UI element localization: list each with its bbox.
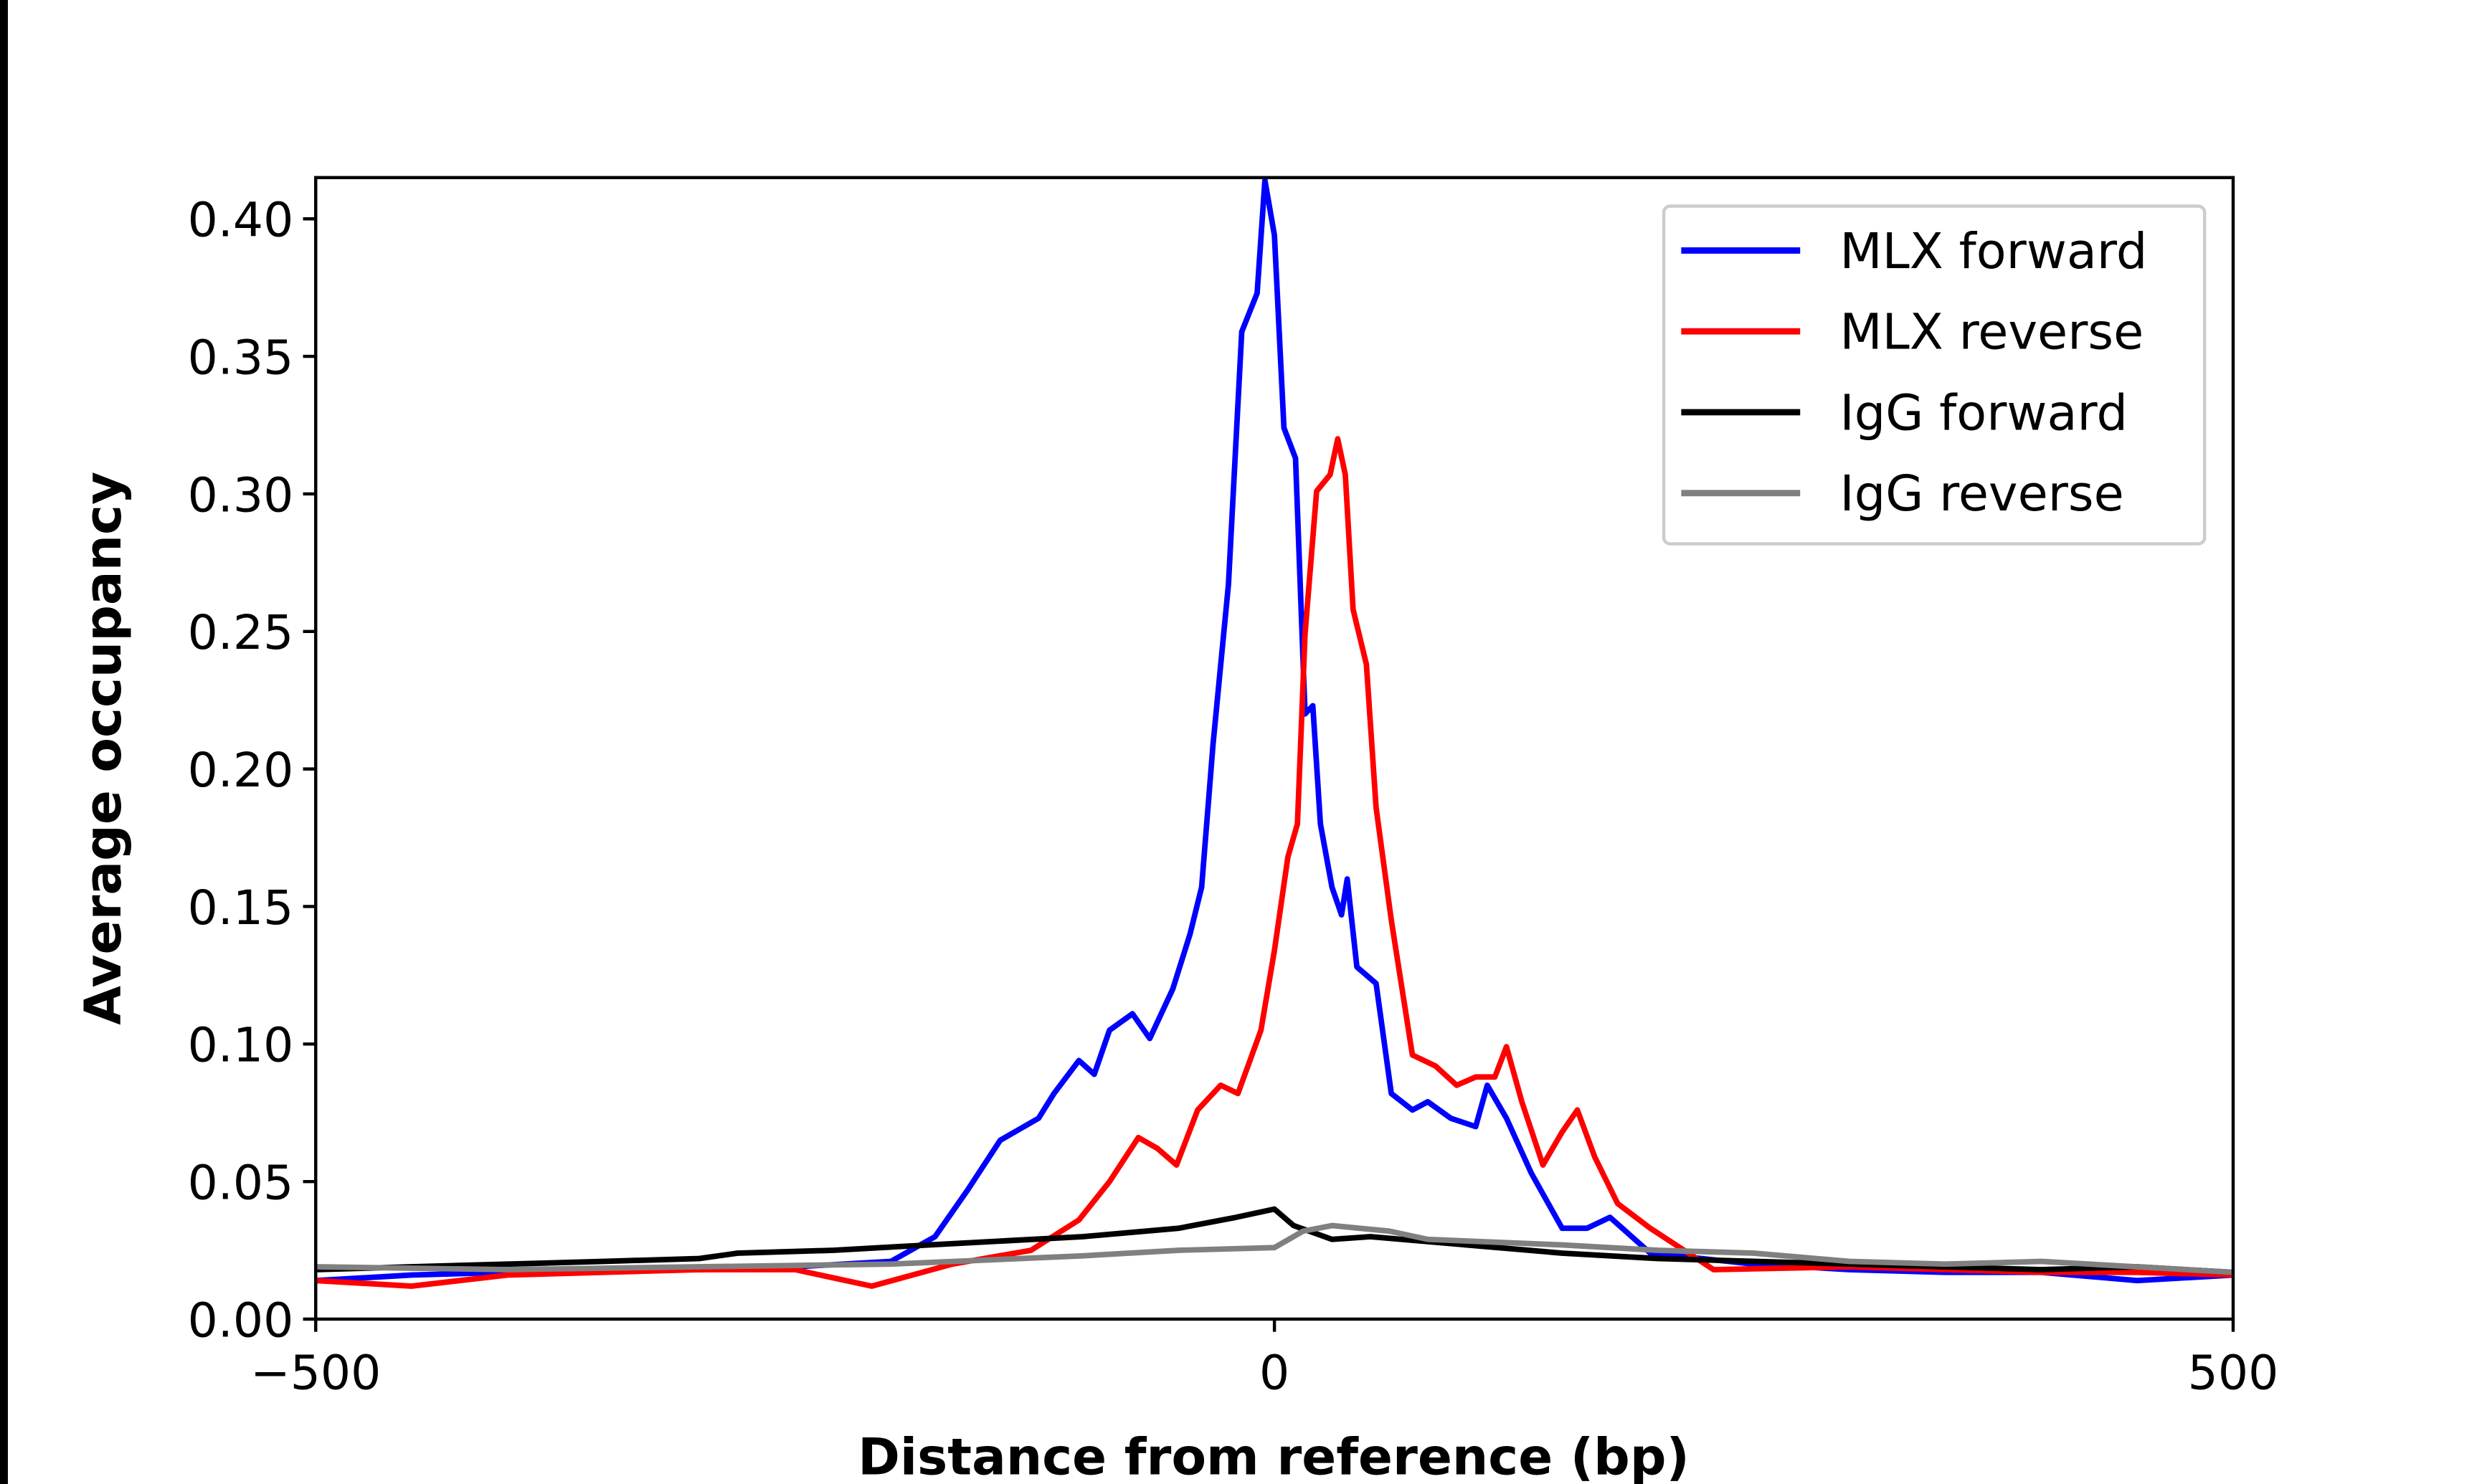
series-line-igg-forward	[316, 1206, 2234, 1275]
y-tick-label: 0.20	[188, 742, 294, 798]
legend-label-igg-reverse: IgG reverse	[1840, 465, 2124, 523]
series-line-mlx-reverse	[316, 436, 2234, 1289]
y-tick-label: 0.15	[188, 880, 294, 936]
legend-label-igg-forward: IgG forward	[1840, 384, 2128, 442]
y-axis-label: Average occupancy	[73, 472, 133, 1025]
left-edge-bar	[0, 0, 8, 1484]
series-lines	[316, 177, 2234, 1289]
legend: MLX forward MLX reverse IgG forward IgG rev…	[1662, 204, 2207, 546]
y-tick-label: 0.10	[188, 1017, 294, 1073]
series-line-igg-reverse	[316, 1222, 2234, 1275]
y-tick-label: 0.05	[188, 1154, 294, 1210]
x-tick-label: 0	[1259, 1344, 1289, 1400]
x-tick-label: 500	[2188, 1344, 2279, 1400]
legend-label-mlx-forward: MLX forward	[1840, 223, 2148, 280]
x-tick-label: −500	[250, 1344, 381, 1400]
y-tick-label: 0.40	[188, 192, 294, 248]
y-tick-label: 0.00	[188, 1292, 294, 1348]
axis-ticks: −500 0 500 0.00 0.05 0.10 0.15 0.20 0.25 0.30 0.35…	[188, 192, 2279, 1401]
plot-frame	[314, 176, 2235, 1321]
series-line-mlx-forward	[316, 177, 2234, 1284]
y-tick-label: 0.35	[188, 329, 294, 385]
y-tick-label: 0.30	[188, 467, 294, 523]
legend-label-mlx-reverse: MLX reverse	[1840, 304, 2144, 361]
x-axis-label: Distance from reference (bp)	[858, 1427, 1690, 1484]
y-tick-label: 0.25	[188, 604, 294, 660]
legend-box	[1662, 204, 2207, 546]
